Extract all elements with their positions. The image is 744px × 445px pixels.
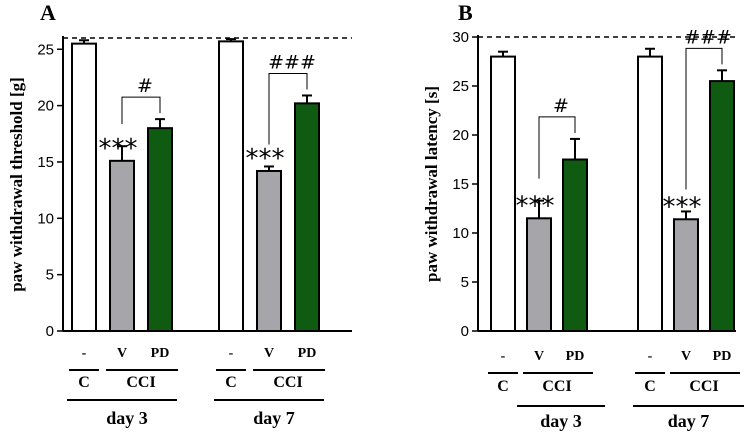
y-tick-label: 10 bbox=[37, 210, 54, 227]
bar-pd bbox=[147, 127, 173, 332]
condition-label: PD bbox=[566, 349, 585, 364]
y-tick-label: 0 bbox=[461, 323, 469, 340]
bar-pd bbox=[709, 80, 735, 332]
y-tick-label: 20 bbox=[37, 98, 54, 115]
bar-pd bbox=[294, 102, 320, 332]
condition-label: V bbox=[117, 346, 127, 361]
day-label: day 7 bbox=[253, 408, 295, 428]
condition-label: - bbox=[229, 346, 234, 361]
bar-control bbox=[637, 55, 663, 332]
y-tick-label: 25 bbox=[37, 41, 54, 58]
comparison-bracket bbox=[685, 47, 723, 190]
comparison-mark: ### bbox=[684, 26, 732, 48]
comparison-mark: # bbox=[553, 95, 569, 117]
condition-label: PD bbox=[713, 349, 732, 364]
bar-vehicle bbox=[673, 218, 699, 332]
group-label-c: C bbox=[78, 374, 90, 391]
condition-label: V bbox=[534, 349, 544, 364]
condition-label: V bbox=[264, 346, 274, 361]
group-label-c: C bbox=[497, 378, 509, 395]
bar-control bbox=[218, 40, 244, 332]
y-tick-label: 10 bbox=[452, 225, 469, 242]
y-tick-label: 5 bbox=[46, 267, 54, 284]
panel-label: B bbox=[458, 0, 473, 25]
group-label-c: C bbox=[644, 378, 656, 395]
y-tick-label: 15 bbox=[452, 176, 469, 193]
day-label: day 3 bbox=[540, 411, 582, 431]
group-label-cci: CCI bbox=[542, 378, 571, 395]
y-axis-label: paw withdrawal latency [s] bbox=[422, 86, 441, 282]
y-tick-label: 25 bbox=[452, 78, 469, 95]
significance-stars: *** bbox=[516, 191, 555, 221]
group-label-c: C bbox=[225, 374, 237, 391]
y-tick-label: 0 bbox=[46, 323, 54, 340]
panel-label: A bbox=[40, 0, 56, 25]
comparison-bracket bbox=[268, 72, 308, 145]
significance-stars: *** bbox=[246, 144, 285, 174]
day-label: day 7 bbox=[668, 411, 710, 431]
comparison-bracket bbox=[121, 96, 161, 125]
condition-label: PD bbox=[151, 346, 170, 361]
y-tick-label: 15 bbox=[37, 154, 54, 171]
bar-vehicle bbox=[256, 169, 282, 332]
day-label: day 3 bbox=[106, 408, 148, 428]
condition-label: - bbox=[648, 349, 653, 364]
y-tick-label: 5 bbox=[461, 274, 469, 291]
bar-vehicle bbox=[109, 159, 135, 332]
y-tick-label: 20 bbox=[452, 127, 469, 144]
bar-pd bbox=[562, 158, 588, 332]
group-label-cci: CCI bbox=[126, 374, 155, 391]
comparison-bracket bbox=[538, 116, 576, 179]
bar-vehicle bbox=[526, 217, 552, 332]
bar-control bbox=[490, 55, 516, 332]
condition-label: V bbox=[681, 349, 691, 364]
bar-control bbox=[71, 42, 97, 333]
significance-stars: *** bbox=[663, 192, 702, 222]
condition-label: PD bbox=[298, 346, 317, 361]
significance-stars: *** bbox=[99, 134, 138, 164]
group-label-cci: CCI bbox=[689, 378, 718, 395]
y-tick-label: 30 bbox=[452, 29, 469, 46]
y-axis-label: paw withdrawal threshold [g] bbox=[7, 77, 26, 292]
group-label-cci: CCI bbox=[273, 374, 302, 391]
condition-label: - bbox=[501, 349, 506, 364]
condition-label: - bbox=[82, 346, 87, 361]
comparison-mark: # bbox=[137, 75, 153, 97]
comparison-mark: ### bbox=[268, 51, 316, 73]
